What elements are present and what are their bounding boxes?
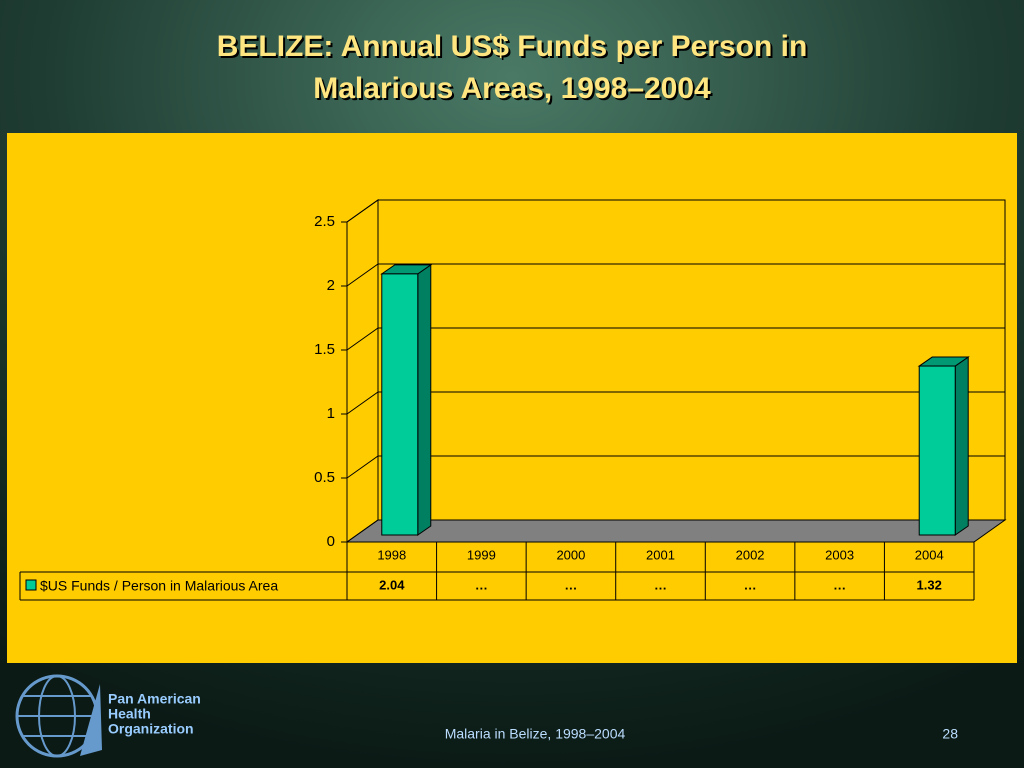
x-tick-label: 2004 [915,547,944,562]
x-tick-label: 2002 [736,547,765,562]
table-border [19,541,975,601]
footer: Malaria in Belize, 1998–2004 [445,726,626,742]
floor [345,519,1007,543]
y-tick-label: 0.5 [314,469,335,486]
title-line: BELIZE: Annual US$ Funds per Person in [217,30,808,63]
title-line: Malarious Areas, 1998–2004 [313,72,711,105]
x-tick-label: 2001 [646,547,675,562]
y-tick-label: 2.5 [314,213,335,230]
logo-emblem [80,684,102,756]
legend-key [25,579,37,591]
x-tick-label: 2003 [825,547,854,562]
table-value: … [475,577,488,592]
grid-line [346,199,1005,223]
grid-line [346,391,1005,415]
table-value: 1.32 [917,577,942,592]
logo: Pan American Health Organization [15,674,201,758]
grid-line [346,327,1005,351]
chart-panel [7,133,1017,663]
grid-line [346,455,1005,479]
y-tick-label: 1 [327,405,335,422]
logo-text: Health [108,706,151,722]
table-value: 2.04 [379,577,405,592]
bar-side [954,356,969,536]
x-tick-label: 2000 [556,547,585,562]
title-shadow: BELIZE: Annual US$ Funds per Person in [219,32,810,65]
title-shadow: Malarious Areas, 1998–2004 [315,74,713,107]
bar [918,365,956,536]
table-value: … [744,577,757,592]
table-value: … [833,577,846,592]
table-value: … [654,577,667,592]
x-tick-label: 1999 [467,547,496,562]
x-tick-label: 1998 [377,547,406,562]
title: BELIZE: Annual US$ Funds per Person in B… [217,30,810,107]
y-tick-label: 2 [327,277,335,294]
y-tick-label: 1.5 [314,341,335,358]
grid-line [346,263,1005,287]
logo-text: Organization [108,721,194,737]
table-value: … [564,577,577,592]
bar [381,273,419,536]
legend-label: $US Funds / Person in Malarious Area [40,578,278,594]
grid-line [346,519,1005,543]
bar-side [417,263,432,536]
page-number: 28 [942,726,958,742]
logo-text: Pan American [108,691,201,707]
y-tick-label: 0 [327,533,335,550]
